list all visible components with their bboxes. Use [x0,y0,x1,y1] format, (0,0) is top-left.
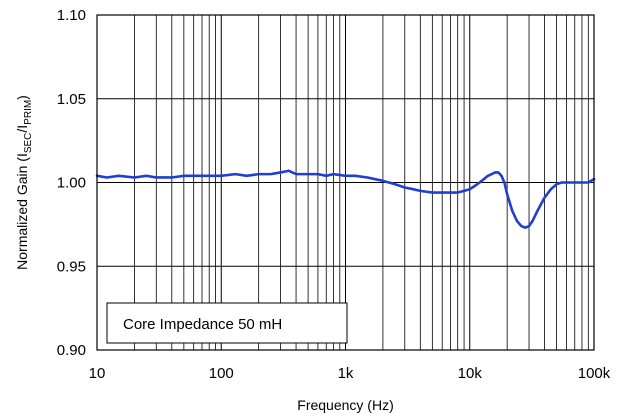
plot-frame [96,14,595,351]
annotation-box-border [106,302,348,344]
data-point [524,226,527,229]
data-point [500,174,503,177]
data-point [531,220,534,222]
data-point [550,188,552,191]
data-point [145,174,148,177]
data-point [419,189,422,192]
y-axis-label: Normalized Gain (ISEC/IPRIM) [14,95,34,270]
y-axis-label-sub1: SEC [23,133,34,154]
data-point [463,189,465,192]
data-point [325,174,328,177]
y-tick-labels: 0.90 0.95 1.00 1.05 1.10 [57,7,86,359]
x-tick-label: 10 [89,365,106,382]
data-point [536,210,539,212]
data-point [449,191,452,194]
y-axis-label-sub2: PRIM [23,100,34,125]
data-point [511,210,514,212]
y-tick-label: 0.95 [57,258,86,275]
data-point [520,225,523,227]
data-point [516,220,518,222]
data-point [354,174,357,177]
data-point [441,191,444,194]
x-tick-label: 10k [458,365,483,382]
x-tick-label: 100k [578,365,611,382]
data-point [573,181,576,184]
x-tick-labels: 10 100 1k 10k 100k [89,365,611,382]
x-axis-label: Frequency (Hz) [297,397,393,413]
annotation-text: Core Impedance 50 mH [123,316,282,333]
data-point [456,191,459,194]
data-point [528,225,530,227]
data-point [581,181,583,184]
data-point [257,173,260,176]
data-point [307,173,309,176]
data-point [403,186,406,189]
data-point [366,176,369,179]
y-axis-label-prefix: Normalized Gain (I [14,153,30,270]
data-point [105,176,108,179]
annotation-box: Core Impedance 50 mH [106,302,348,344]
x-tick-label: 100 [209,365,234,382]
y-tick-label: 0.90 [57,342,86,359]
y-axis-label-suffix: ) [14,95,30,100]
data-point [192,174,195,177]
data-point [468,188,471,191]
data-point [208,174,211,177]
data-point [483,178,485,181]
data-point [279,171,282,174]
data-point [295,173,297,176]
data-point [560,181,563,184]
data-point [332,173,335,176]
data-point [344,174,347,177]
data-point [182,174,185,177]
data-point [587,181,590,184]
data-point [382,179,384,182]
data-point [431,191,434,194]
data-point [412,188,414,191]
series-line [95,169,596,230]
y-axis-label-mid: /I [14,125,30,133]
data-point [245,174,248,177]
data-point [287,169,290,172]
data-point [170,176,173,179]
data-point [565,181,568,184]
data-point [494,171,497,174]
data-point [269,173,272,176]
data-point [503,181,506,184]
data-point [133,176,136,179]
y-tick-label: 1.05 [57,91,86,108]
data-point [490,173,493,176]
data-point [234,173,237,176]
data-point [473,184,476,187]
y-tick-label: 1.00 [57,175,86,192]
y-tick-label: 1.10 [57,7,86,24]
data-point [394,183,396,186]
x-tick-label: 1k [338,365,354,382]
data-point [506,193,509,196]
data-point [155,176,158,179]
data-point [317,173,319,176]
series-layer [95,169,596,230]
data-point [220,174,223,177]
data-point [497,171,500,174]
data-point [478,181,481,184]
data-point [487,174,489,177]
data-point [555,183,558,186]
data-point [543,196,546,199]
data-point [117,174,120,177]
